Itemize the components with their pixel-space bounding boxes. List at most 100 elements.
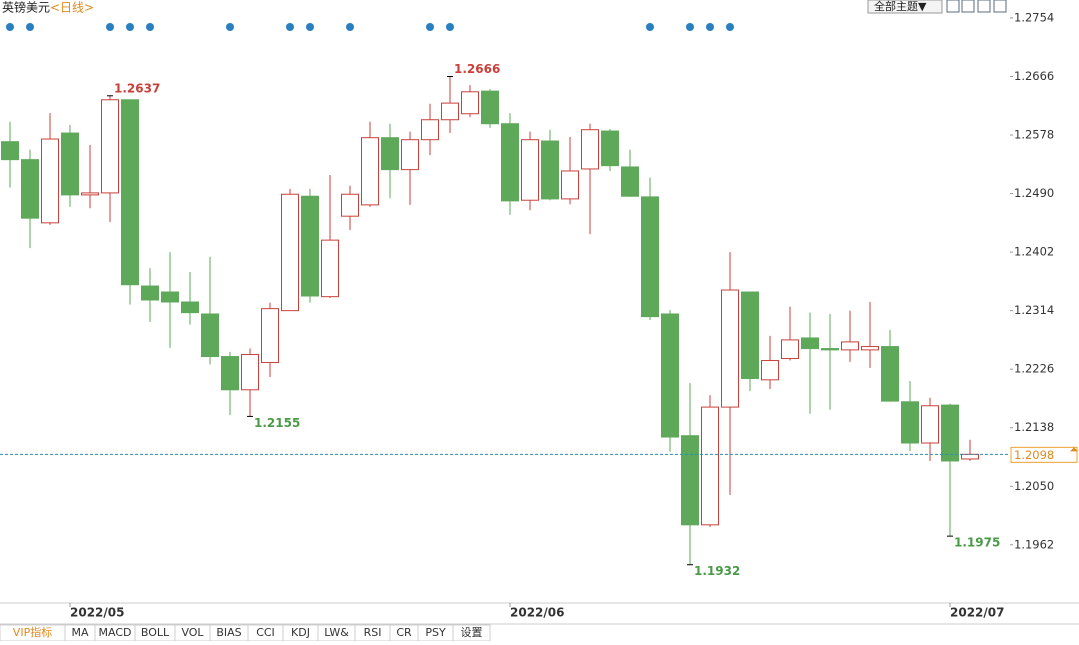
event-marker[interactable] [106, 23, 114, 31]
event-marker[interactable] [646, 23, 654, 31]
toolbar-icons [946, 0, 1007, 13]
candle-body [541, 140, 559, 200]
event-marker[interactable] [6, 23, 14, 31]
candle-body [141, 285, 159, 301]
candle-body [521, 139, 539, 201]
tab-label[interactable]: CR [396, 626, 412, 639]
candle-body [181, 301, 199, 314]
candle-body [401, 139, 419, 171]
candle-body [201, 313, 219, 358]
low-label: 1.2155 [254, 416, 300, 430]
high-label: 1.2637 [114, 81, 160, 95]
candle-body [881, 346, 899, 402]
tab-label[interactable]: KDJ [291, 626, 310, 639]
event-marker[interactable] [346, 23, 354, 31]
candle-body [121, 99, 139, 286]
candle-body [821, 348, 839, 351]
tab-label[interactable]: RSI [364, 626, 382, 639]
candle-body [241, 354, 259, 391]
y-tick-label: 1.2050 [1014, 479, 1054, 493]
y-tick-label: 1.2490 [1014, 186, 1054, 200]
low-label: 1.1932 [694, 564, 740, 578]
candle-body [221, 356, 239, 391]
event-marker[interactable] [306, 23, 314, 31]
candle-body [741, 291, 759, 379]
candle-body [941, 404, 959, 462]
candle-body [701, 406, 719, 526]
candle-body [61, 132, 79, 196]
candle-body [721, 289, 739, 408]
tab-label[interactable]: MACD [99, 626, 132, 639]
candle-body [661, 313, 679, 438]
icon[interactable] [993, 0, 1007, 13]
event-marker[interactable] [226, 23, 234, 31]
event-marker[interactable] [426, 23, 434, 31]
event-marker[interactable] [26, 23, 34, 31]
candle-body [161, 291, 179, 303]
y-tick-label: 1.2578 [1014, 128, 1054, 142]
candle-body [641, 196, 659, 318]
candle-body [461, 91, 479, 115]
event-marker[interactable] [286, 23, 294, 31]
candle-body [961, 453, 979, 460]
event-markers [6, 23, 734, 31]
high-label: 1.2666 [454, 62, 500, 76]
candle-body [481, 90, 499, 125]
candle-body [381, 137, 399, 171]
candle-body [761, 360, 779, 381]
event-marker[interactable] [446, 23, 454, 31]
last-price-label: 1.2098 [1014, 448, 1054, 462]
y-tick-label: 1.1962 [1014, 537, 1054, 551]
tab-label[interactable]: LW& [324, 626, 349, 639]
candle-body [41, 138, 59, 224]
tab-label[interactable]: MA [71, 626, 88, 639]
y-tick-label: 1.2314 [1014, 303, 1054, 317]
candle-body [321, 239, 339, 298]
tab-label[interactable]: 设置 [461, 626, 483, 639]
candle-body [901, 401, 919, 444]
candle-body [781, 339, 799, 360]
candle-body [681, 435, 699, 526]
candle-body [601, 130, 619, 167]
chart-title: 英镑美元 [2, 0, 50, 15]
candle-body [341, 193, 359, 217]
candle-body [501, 123, 519, 202]
low-label: 1.1975 [954, 536, 1000, 550]
candle-body [1, 141, 19, 161]
y-tick-label: 1.2138 [1014, 420, 1054, 434]
event-marker[interactable] [146, 23, 154, 31]
candle-body [561, 170, 579, 200]
candle-body [581, 129, 599, 170]
theme-button[interactable]: 全部主题▼ [874, 0, 927, 13]
event-marker[interactable] [706, 23, 714, 31]
y-tick-label: 1.2666 [1014, 69, 1054, 83]
candle-body [801, 337, 819, 350]
event-marker[interactable] [126, 23, 134, 31]
x-tick-label: 2022/07 [950, 606, 1004, 620]
theme-button-box[interactable] [867, 0, 943, 14]
y-tick-label: 1.2226 [1014, 362, 1054, 376]
candle-body [361, 137, 379, 206]
tab-label[interactable]: PSY [425, 626, 446, 639]
candle-body [621, 166, 639, 197]
event-marker[interactable] [726, 23, 734, 31]
icon[interactable] [961, 0, 975, 13]
tab-label[interactable]: BIAS [216, 626, 241, 639]
candle-body [861, 346, 879, 351]
icon[interactable] [946, 0, 960, 13]
y-tick-label: 1.2754 [1014, 10, 1054, 24]
tab-label[interactable]: BOLL [141, 626, 170, 639]
icon[interactable] [977, 0, 991, 13]
candle-body [441, 102, 459, 121]
candle-body [841, 341, 859, 351]
tab-label[interactable]: CCI [256, 626, 275, 639]
chart-subtitle[interactable]: <日线> [50, 1, 94, 15]
event-marker[interactable] [686, 23, 694, 31]
candle-body [281, 193, 299, 312]
candle-body [21, 159, 39, 219]
candle-body [81, 192, 99, 196]
tab-label[interactable]: VOL [181, 626, 204, 639]
tab-label[interactable]: VIP指标 [13, 625, 52, 639]
